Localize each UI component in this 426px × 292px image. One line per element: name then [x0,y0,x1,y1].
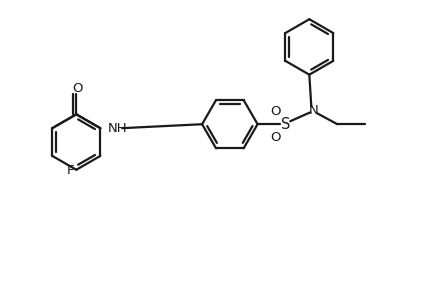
Text: N: N [308,104,318,117]
Text: F: F [66,164,74,177]
Text: O: O [270,131,281,144]
Text: O: O [72,82,83,95]
Text: NH: NH [107,122,127,135]
Text: S: S [281,117,290,132]
Text: O: O [270,105,281,118]
